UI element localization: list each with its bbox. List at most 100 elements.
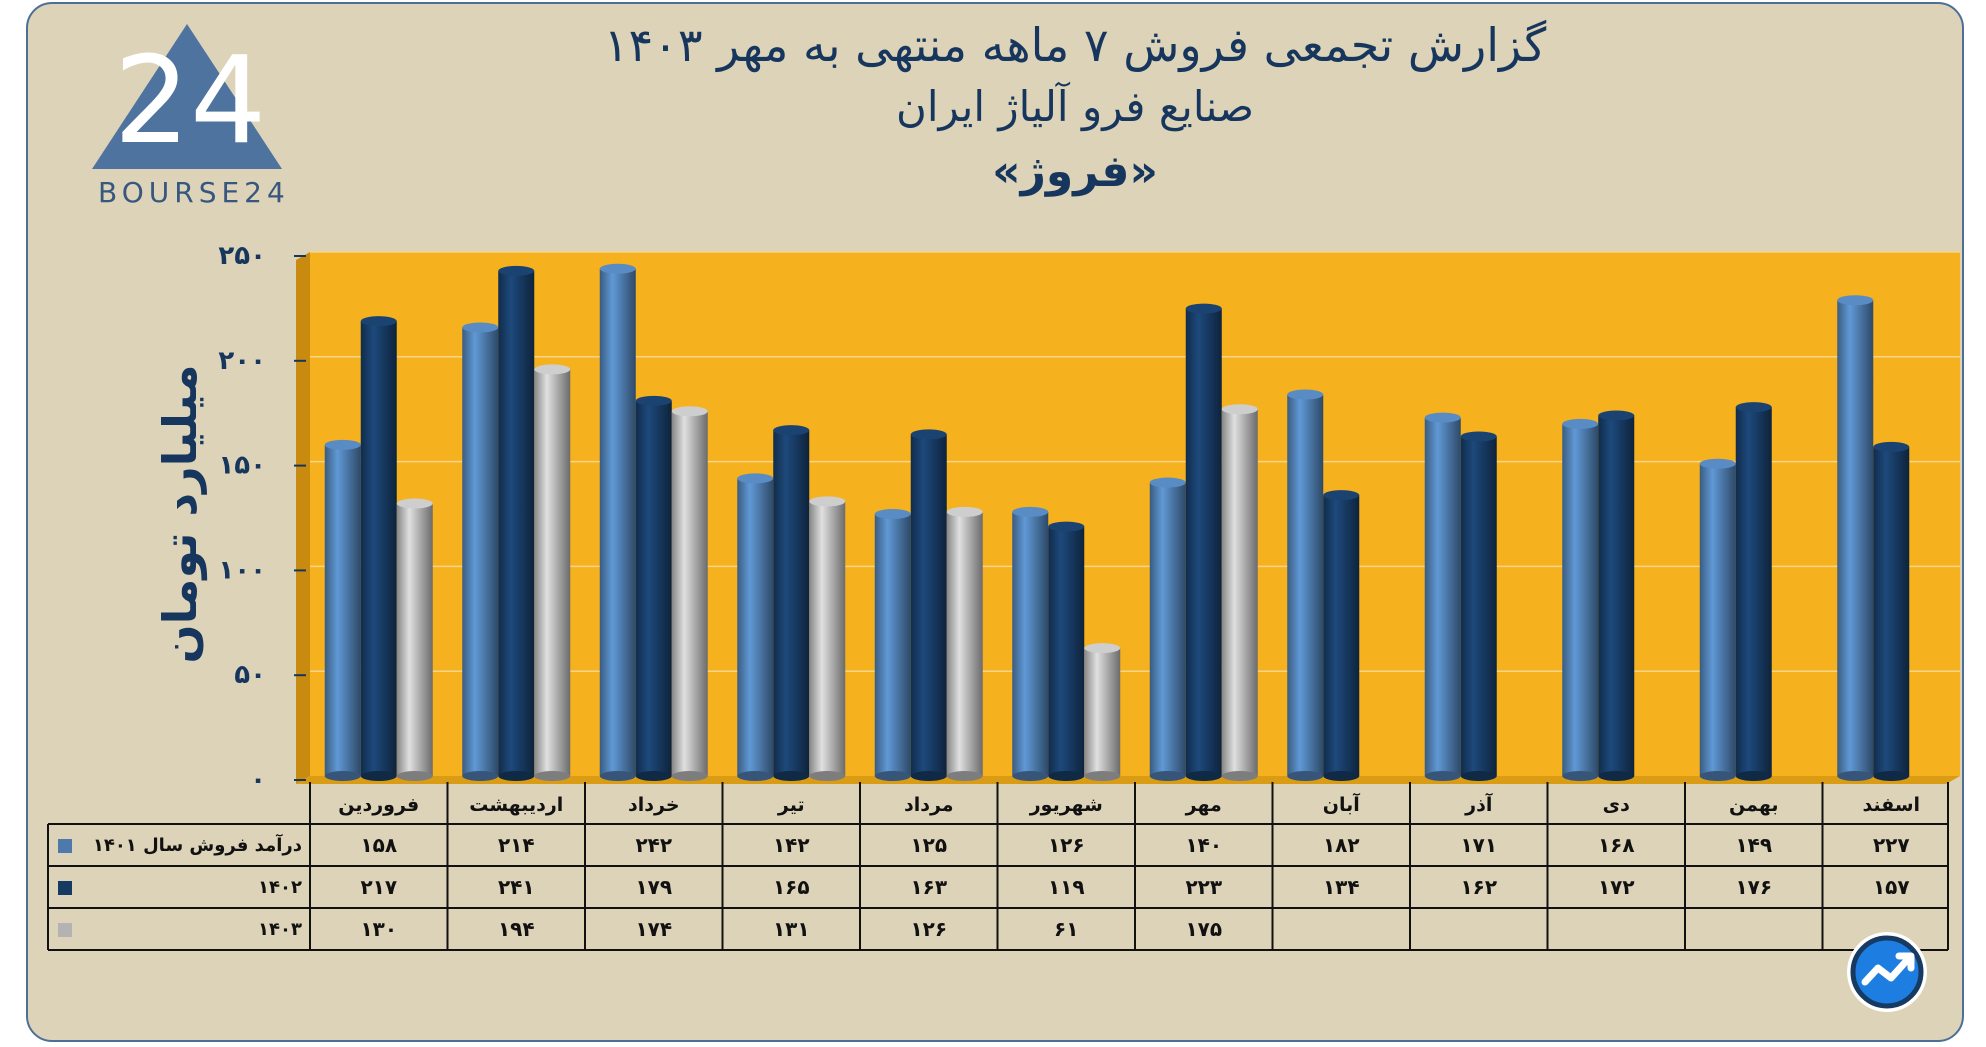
bar-body xyxy=(1460,436,1497,776)
x-tick-label: تیر xyxy=(777,794,805,816)
data-label: ۱۷۵ xyxy=(1185,917,1222,941)
bar-base xyxy=(773,771,810,781)
bar-top xyxy=(1287,389,1324,400)
bar xyxy=(1323,490,1360,781)
data-label: ۱۲۶ xyxy=(1048,833,1085,857)
bar xyxy=(534,364,571,781)
bar-base xyxy=(1873,771,1910,781)
bar-body xyxy=(809,501,846,776)
bar-body xyxy=(1084,648,1121,776)
bar-top xyxy=(1598,410,1635,421)
data-label: ۱۷۲ xyxy=(1598,875,1635,899)
chart-subtitle: صنایع فرو آلیاژ ایران xyxy=(895,82,1255,131)
bar-top xyxy=(671,406,708,417)
bar-base xyxy=(396,771,433,781)
bar-body xyxy=(1323,495,1360,776)
bar-top xyxy=(1460,431,1497,442)
bar-top xyxy=(1084,643,1121,654)
bar-top xyxy=(1323,490,1360,501)
bar-base xyxy=(1424,771,1461,781)
data-label: ۱۷۶ xyxy=(1735,875,1772,899)
data-label: ۲۱۷ xyxy=(360,875,397,899)
data-label: ۱۴۲ xyxy=(773,833,810,857)
bar-top xyxy=(1185,303,1222,314)
data-label: ۱۲۵ xyxy=(910,833,947,857)
bar-top xyxy=(1562,418,1599,429)
bar-base xyxy=(324,771,361,781)
bar-top xyxy=(1221,404,1258,415)
y-tick-label: ۱۰۰ xyxy=(218,555,266,585)
data-label: ۶۱ xyxy=(1054,917,1078,941)
bar-base xyxy=(1048,771,1085,781)
bar-top xyxy=(360,316,397,327)
bar-body xyxy=(737,478,774,776)
bar-body xyxy=(773,430,810,776)
data-label: ۱۴۹ xyxy=(1735,833,1772,857)
bar-top xyxy=(534,364,571,375)
bar-base xyxy=(1460,771,1497,781)
y-tick-label: ۵۰ xyxy=(234,660,266,690)
legend-label: ۱۴۰۳ xyxy=(258,919,302,940)
bar xyxy=(1084,643,1121,781)
bar xyxy=(809,496,846,781)
bar xyxy=(498,265,535,781)
bar-base xyxy=(498,771,535,781)
bar-base xyxy=(635,771,672,781)
bar-body xyxy=(1699,463,1736,776)
x-tick-label: آذر xyxy=(1464,792,1493,816)
bar-body xyxy=(1873,446,1910,776)
bar-top xyxy=(324,439,361,450)
bar xyxy=(1048,521,1085,781)
data-label: ۱۷۴ xyxy=(635,917,672,941)
data-label: ۱۹۴ xyxy=(498,917,535,941)
bar-body xyxy=(1424,417,1461,776)
bar xyxy=(635,395,672,781)
bar-base xyxy=(809,771,846,781)
y-tick-label: ۲۵۰ xyxy=(218,241,266,271)
bar xyxy=(1424,412,1461,781)
x-tick-label: مهر xyxy=(1185,794,1222,816)
data-label: ۱۶۳ xyxy=(910,875,947,899)
bar-body xyxy=(635,400,672,776)
bar-body xyxy=(534,369,571,776)
x-tick-label: اسفند xyxy=(1862,794,1920,816)
legend-label: ۱۴۰۲ xyxy=(258,877,302,898)
bar-base xyxy=(1562,771,1599,781)
bar-body xyxy=(1837,300,1874,776)
bar-top xyxy=(1149,477,1186,488)
trend-badge-icon xyxy=(1847,932,1927,1012)
bar xyxy=(324,439,361,781)
bar-base xyxy=(1735,771,1772,781)
bar xyxy=(874,509,911,781)
bar-base xyxy=(462,771,499,781)
bar-body xyxy=(599,268,636,776)
x-tick-label: دی xyxy=(1603,794,1630,816)
bar-base xyxy=(1323,771,1360,781)
bar xyxy=(360,316,397,781)
bar xyxy=(1735,402,1772,781)
bar-base xyxy=(1185,771,1222,781)
x-tick-label: فروردین xyxy=(338,794,419,816)
x-tick-label: بهمن xyxy=(1729,794,1779,816)
bar xyxy=(910,429,947,781)
bar-body xyxy=(1735,407,1772,776)
bar-body xyxy=(1598,415,1635,776)
y-axis-label: میلیارد تومان xyxy=(153,364,207,663)
bar xyxy=(599,263,636,781)
data-label: ۱۷۹ xyxy=(635,875,672,899)
bar-top xyxy=(910,429,947,440)
data-label: ۲۲۷ xyxy=(1873,833,1910,857)
data-label: ۱۶۲ xyxy=(1460,875,1497,899)
data-label: ۱۸۲ xyxy=(1323,833,1360,857)
bar-top xyxy=(1735,402,1772,413)
bar-body xyxy=(360,321,397,776)
bar-base xyxy=(671,771,708,781)
bar xyxy=(1012,506,1049,781)
x-tick-label: شهریور xyxy=(1029,794,1103,816)
bar-top xyxy=(396,498,433,509)
bar-body xyxy=(324,444,361,776)
bar xyxy=(737,473,774,781)
bar xyxy=(1837,295,1874,781)
x-tick-label: مرداد xyxy=(904,794,954,816)
bar-base xyxy=(1287,771,1324,781)
